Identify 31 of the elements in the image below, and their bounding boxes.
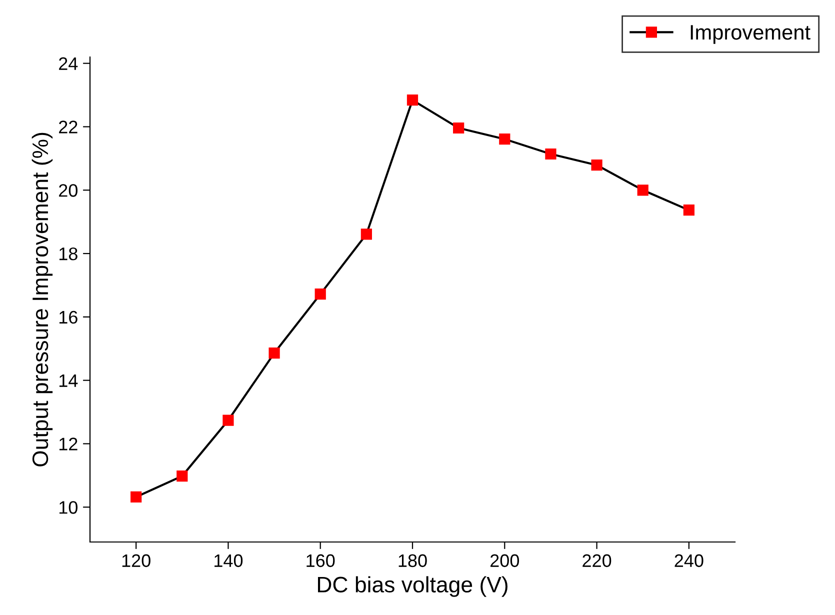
- legend-label: Improvement: [690, 25, 810, 44]
- point: [683, 204, 694, 216]
- point: [591, 160, 602, 171]
- y-tick-label: 12: [59, 438, 78, 450]
- y-axis-title: Output pressure Improvement (%): [32, 132, 53, 466]
- point: [499, 134, 510, 145]
- x-tick-label: 200: [490, 554, 519, 568]
- x-tick-label: 120: [122, 554, 150, 568]
- point: [130, 491, 142, 503]
- x-tick-label: 180: [398, 554, 427, 568]
- y-tick-label: 16: [59, 310, 78, 324]
- point: [453, 122, 464, 134]
- point: [406, 94, 418, 106]
- x-tick-label: 220: [582, 554, 612, 568]
- y-tick-label: 18: [59, 247, 78, 260]
- point: [360, 228, 372, 240]
- point: [176, 470, 188, 482]
- y-tick-label: 20: [59, 184, 78, 197]
- x-tick-label: 240: [674, 554, 704, 568]
- y-tick-label: 10: [59, 501, 78, 514]
- y-tick-label: 14: [59, 374, 78, 387]
- x-tick-label: 140: [214, 554, 243, 568]
- point: [222, 414, 234, 426]
- point: [314, 288, 326, 300]
- point: [637, 184, 648, 196]
- y-tick-label: 22: [59, 120, 78, 134]
- point: [545, 148, 556, 160]
- y-tick-label: 24: [59, 57, 78, 70]
- point: [268, 348, 280, 359]
- x-axis-title: DC bias voltage (V): [318, 576, 508, 597]
- x-tick-label: 160: [306, 554, 335, 568]
